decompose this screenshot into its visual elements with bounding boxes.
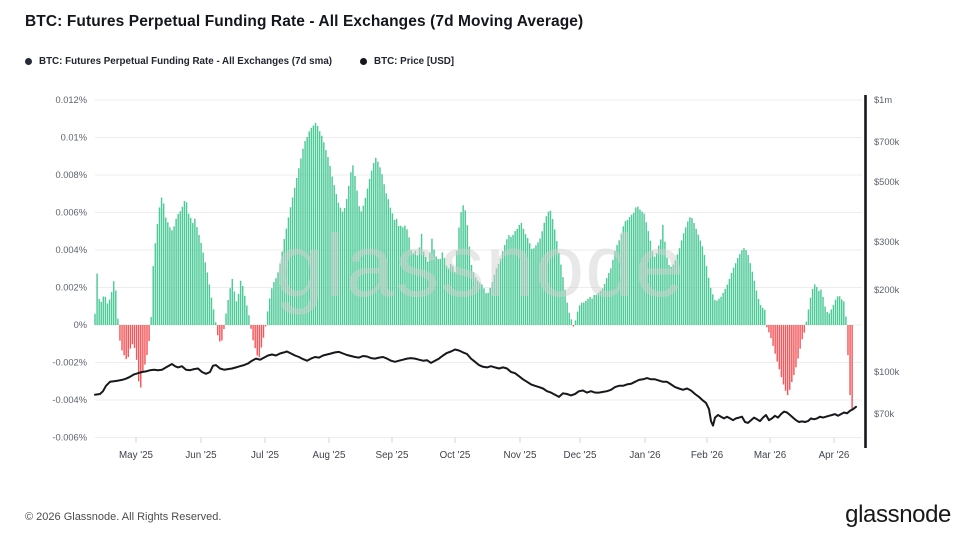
svg-text:0.006%: 0.006% xyxy=(55,208,87,218)
svg-text:Jan '26: Jan '26 xyxy=(629,450,661,461)
watermark: glassnode xyxy=(275,216,685,315)
svg-text:0.01%: 0.01% xyxy=(61,133,87,143)
legend-item-price[interactable]: BTC: Price [USD] xyxy=(360,56,454,67)
legend: BTC: Futures Perpetual Funding Rate - Al… xyxy=(25,56,454,67)
svg-text:0.004%: 0.004% xyxy=(55,245,87,255)
svg-text:-0.004%: -0.004% xyxy=(52,395,87,405)
svg-text:0.008%: 0.008% xyxy=(55,170,87,180)
page-title: BTC: Futures Perpetual Funding Rate - Al… xyxy=(25,13,584,30)
svg-text:Jun '25: Jun '25 xyxy=(185,450,217,461)
svg-text:$700k: $700k xyxy=(874,137,900,147)
svg-text:$100k: $100k xyxy=(874,367,900,377)
svg-text:Mar '26: Mar '26 xyxy=(754,450,787,461)
right-axis-labels: $1m $700k $500k $300k $200k $100k $70k xyxy=(874,95,900,419)
svg-text:0.012%: 0.012% xyxy=(55,95,87,105)
legend-label-funding-rate: BTC: Futures Perpetual Funding Rate - Al… xyxy=(39,56,333,67)
glassnode-logo[interactable]: glassnode xyxy=(845,501,951,528)
x-axis-labels: May '25 Jun '25 Jul '25 Aug '25 Sep '25 Oct '… xyxy=(119,437,850,461)
svg-text:0%: 0% xyxy=(74,320,87,330)
svg-text:Apr '26: Apr '26 xyxy=(819,450,850,461)
svg-text:Oct '25: Oct '25 xyxy=(440,450,471,461)
svg-text:-0.006%: -0.006% xyxy=(52,433,87,443)
svg-text:$200k: $200k xyxy=(874,285,900,295)
funding-rate-bars xyxy=(94,122,853,411)
svg-text:$300k: $300k xyxy=(874,237,900,247)
svg-text:Nov '25: Nov '25 xyxy=(504,450,537,461)
svg-text:Jul '25: Jul '25 xyxy=(251,450,280,461)
legend-item-funding-rate[interactable]: BTC: Futures Perpetual Funding Rate - Al… xyxy=(25,56,332,67)
svg-text:Dec '25: Dec '25 xyxy=(564,450,597,461)
svg-text:Feb '26: Feb '26 xyxy=(691,450,724,461)
left-axis-labels: 0.012% 0.01% 0.008% 0.006% 0.004% 0.002% 0% -0.… xyxy=(52,95,87,443)
price-series-dot-icon xyxy=(360,58,368,65)
svg-text:0.002%: 0.002% xyxy=(55,283,87,293)
svg-text:-0.002%: -0.002% xyxy=(52,358,87,368)
funding-series-dot-icon xyxy=(25,58,32,65)
svg-text:May '25: May '25 xyxy=(119,450,154,461)
legend-label-price: BTC: Price [USD] xyxy=(374,56,455,67)
svg-text:$70k: $70k xyxy=(874,409,895,419)
svg-text:$1m: $1m xyxy=(874,95,892,105)
price-line xyxy=(94,348,857,427)
copyright-text: © 2026 Glassnode. All Rights Reserved. xyxy=(25,511,222,523)
svg-text:Aug '25: Aug '25 xyxy=(313,450,346,461)
svg-text:Sep '25: Sep '25 xyxy=(376,450,409,461)
svg-text:$500k: $500k xyxy=(874,177,900,187)
